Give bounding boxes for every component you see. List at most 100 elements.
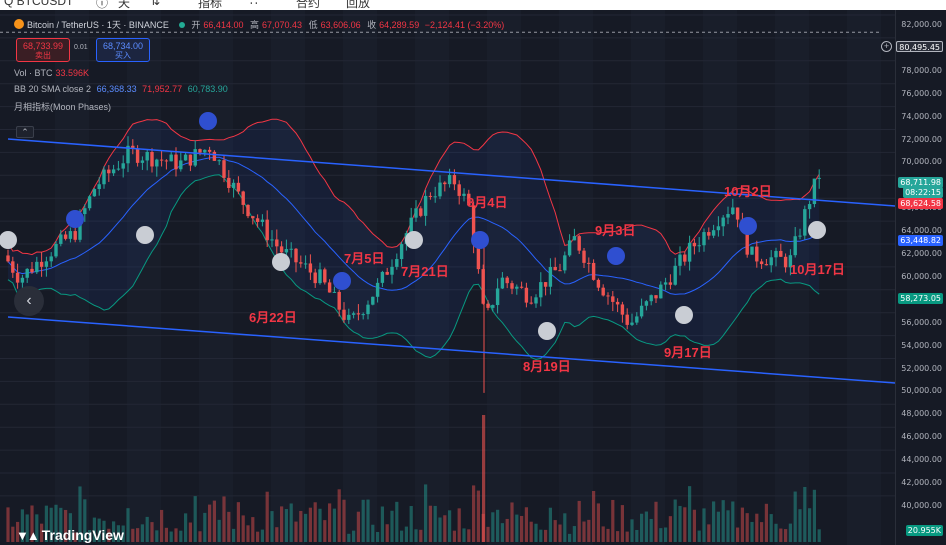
full-moon-marker — [0, 231, 17, 249]
price-tick-label: 46,000.00 — [901, 432, 942, 442]
volume-bar — [419, 529, 423, 542]
change-value: −2,124.41 (−3.20%) — [424, 20, 505, 30]
volume-bar — [44, 505, 48, 542]
moon-label: 月相指标(Moon Phases) — [14, 102, 112, 112]
candle-body — [390, 266, 394, 275]
symbol-search-button[interactable]: Q BTCUSDT — [4, 0, 74, 8]
volume-bar — [577, 500, 581, 542]
candle-body — [351, 313, 356, 315]
candle-body — [399, 244, 404, 260]
volume-bar — [817, 529, 821, 542]
collapse-legend-button[interactable]: ⌃ — [16, 126, 34, 138]
candle-body — [270, 239, 274, 241]
candle-body — [188, 154, 193, 166]
price-tick-label: 56,000.00 — [901, 317, 942, 327]
candle-body — [251, 216, 255, 219]
price-tick-label: 52,000.00 — [901, 363, 942, 373]
price-tick-label: 72,000.00 — [901, 134, 942, 144]
interval-button[interactable]: 天 — [118, 0, 131, 10]
high-label: 高 — [249, 20, 259, 30]
candle-body — [35, 261, 39, 273]
sell-button[interactable]: 68,733.99 卖出 — [16, 38, 70, 62]
volume-bar — [443, 515, 447, 542]
volume-bar — [289, 503, 293, 542]
candle-body — [548, 266, 553, 287]
volume-bar — [625, 531, 629, 542]
candle-body — [759, 261, 764, 265]
layout-icon[interactable]: ∷ — [250, 0, 258, 8]
price-tick-label: 70,000.00 — [901, 157, 942, 167]
tradingview-logo[interactable]: ▼▲ TradingView — [16, 527, 124, 543]
volume-bar — [83, 499, 87, 542]
open-value: 66,414.00 — [203, 20, 244, 30]
chart-canvas[interactable] — [0, 10, 895, 545]
volume-bar — [241, 515, 245, 542]
add-alert-icon[interactable]: + — [881, 41, 892, 52]
candle-body — [481, 269, 485, 304]
volume-bar — [337, 489, 341, 542]
volume-bar — [515, 514, 519, 542]
low-value: 63,606.06 — [320, 20, 361, 30]
time-band — [271, 10, 305, 545]
volume-bar — [640, 513, 644, 542]
price-tick-label: 64,000.00 — [901, 226, 942, 236]
candle-body — [140, 160, 145, 163]
volume-bar — [764, 503, 768, 542]
volume-badge: 20.955K — [905, 525, 943, 536]
candle-body — [73, 231, 77, 240]
volume-bar — [323, 520, 327, 542]
candle-body — [452, 175, 457, 185]
bb-legend[interactable]: BB 20 SMA close 2 66,368.33 71,952.77 60… — [14, 84, 228, 94]
candle-body — [644, 301, 649, 306]
candle-body — [433, 196, 437, 198]
moon-legend[interactable]: 月相指标(Moon Phases) — [14, 100, 111, 113]
chart-pane[interactable]: Bitcoin / TetherUS · 1天 · BINANCE 开 66,41… — [0, 10, 895, 545]
volume-bar — [193, 496, 197, 542]
volume-bar — [371, 524, 375, 542]
candle-body — [366, 304, 370, 315]
volume-bar — [712, 501, 716, 542]
bb-basis-line — [7, 156, 820, 295]
alert-button[interactable]: 合约 — [296, 0, 321, 10]
volume-bar — [529, 521, 533, 542]
candle-body — [111, 169, 116, 174]
volume-legend[interactable]: Vol · BTC 33.596K — [14, 68, 89, 78]
countdown-badge: 08:22:15 — [903, 187, 943, 198]
candle-body — [563, 255, 567, 271]
candle-body — [107, 169, 111, 174]
time-band — [487, 10, 521, 545]
compare-icon[interactable]: ⇅ — [150, 0, 161, 8]
symbol-legend[interactable]: Bitcoin / TetherUS · 1天 · BINANCE 开 66,41… — [14, 18, 504, 31]
buy-button[interactable]: 68,734.00 买入 — [96, 38, 150, 62]
candle-body — [625, 314, 629, 325]
price-axis[interactable]: 82,000.0080,000.0078,000.0076,000.0074,0… — [895, 10, 946, 545]
volume-bar — [731, 501, 735, 542]
candle-body — [135, 148, 140, 163]
buy-label: 买入 — [115, 51, 131, 60]
replay-button[interactable]: 回放 — [346, 0, 371, 10]
info-icon[interactable]: ⓘ — [96, 0, 109, 10]
volume-bar — [352, 530, 356, 542]
candle-body — [414, 208, 418, 218]
volume-bar — [496, 509, 500, 542]
candle-body — [769, 257, 773, 266]
volume-bar — [155, 530, 159, 542]
candle-body — [155, 159, 159, 167]
volume-bar — [131, 528, 135, 542]
volume-bar — [635, 529, 639, 542]
volume-bar — [20, 509, 24, 542]
indicators-button[interactable]: 指标 — [198, 0, 223, 10]
candle-body — [78, 214, 82, 240]
candle-body — [755, 246, 759, 262]
price-tick-label: 60,000.00 — [901, 271, 942, 281]
volume-bar — [203, 512, 207, 542]
scroll-left-button[interactable]: ‹ — [14, 286, 44, 316]
candle-body — [529, 302, 533, 304]
candle-body — [423, 195, 428, 216]
candle-body — [798, 235, 802, 237]
candle-body — [54, 243, 58, 257]
price-tick-label: 78,000.00 — [901, 65, 942, 75]
time-band — [559, 10, 593, 545]
sell-label: 卖出 — [35, 51, 51, 60]
volume-bar — [112, 521, 116, 542]
